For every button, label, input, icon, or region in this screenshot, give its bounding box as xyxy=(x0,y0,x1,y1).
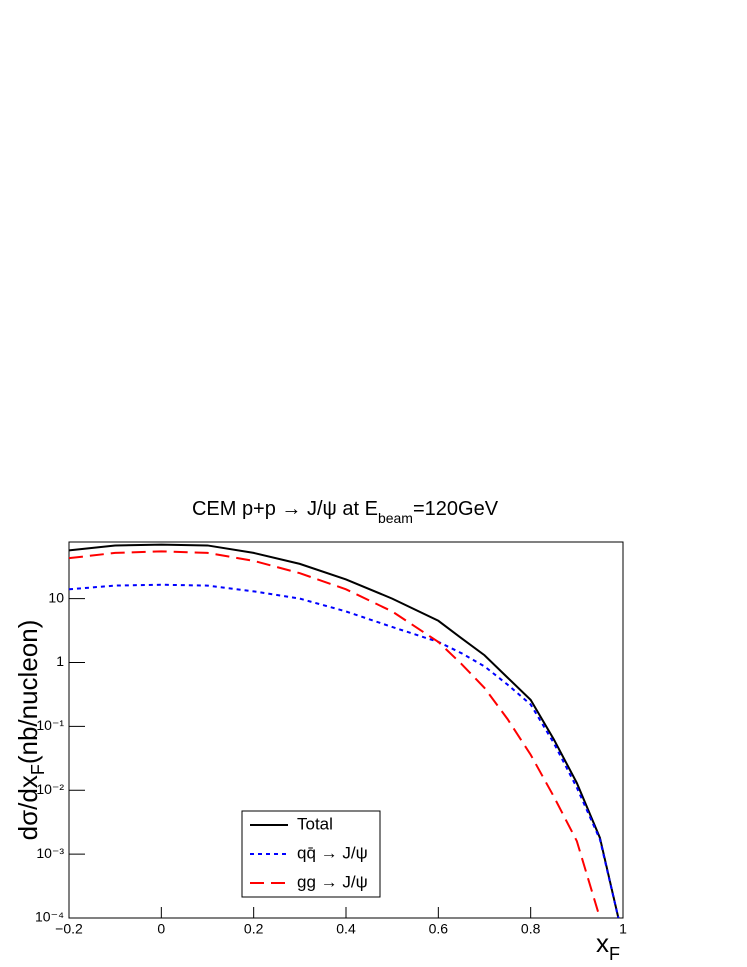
legend-label: gg → J/ψ xyxy=(297,872,368,891)
y-label-subscript: F xyxy=(28,764,48,775)
x-label-subscript: F xyxy=(609,944,620,964)
x-axis-label: xF xyxy=(596,928,620,964)
title-tail: =120GeV xyxy=(413,498,499,520)
x-tick-label: 1 xyxy=(619,921,627,937)
x-tick-label: 0.8 xyxy=(521,921,541,937)
y-label-main: dσ/dx xyxy=(13,775,43,840)
title-main: CEM p+p → J/ψ at E xyxy=(192,498,378,520)
y-tick-label: 10 xyxy=(48,589,64,605)
legend-label: qq̄ → J/ψ xyxy=(297,843,368,862)
legend-box xyxy=(241,810,381,898)
y-tick-label: 10⁻⁴ xyxy=(35,909,64,925)
x-tick-label: 0 xyxy=(157,921,165,937)
x-label-main: x xyxy=(596,928,609,958)
y-axis-label: dσ/dxF(nb/nucleon) xyxy=(13,620,48,841)
x-tick-label: 0.6 xyxy=(429,921,449,937)
y-tick-label: 1 xyxy=(56,653,64,669)
series-line xyxy=(68,550,601,919)
y-tick-label: 10⁻³ xyxy=(36,845,64,861)
chart-title: CEM p+p → J/ψ at Ebeam=120GeV xyxy=(192,498,499,525)
y-label-tail: (nb/nucleon) xyxy=(13,620,43,765)
x-tick-label: −0.2 xyxy=(55,921,83,937)
y-tick-label: 10⁻¹ xyxy=(36,717,64,733)
series-line xyxy=(68,543,620,919)
legend: Total qq̄ → J/ψ gg → J/ψ xyxy=(241,810,381,898)
y-tick-label: 10⁻² xyxy=(36,781,64,797)
x-tick-label: 0.4 xyxy=(336,921,356,937)
legend-label: Total xyxy=(297,814,333,833)
title-subscript: beam xyxy=(378,510,413,526)
x-tick-label: 0.2 xyxy=(244,921,264,937)
